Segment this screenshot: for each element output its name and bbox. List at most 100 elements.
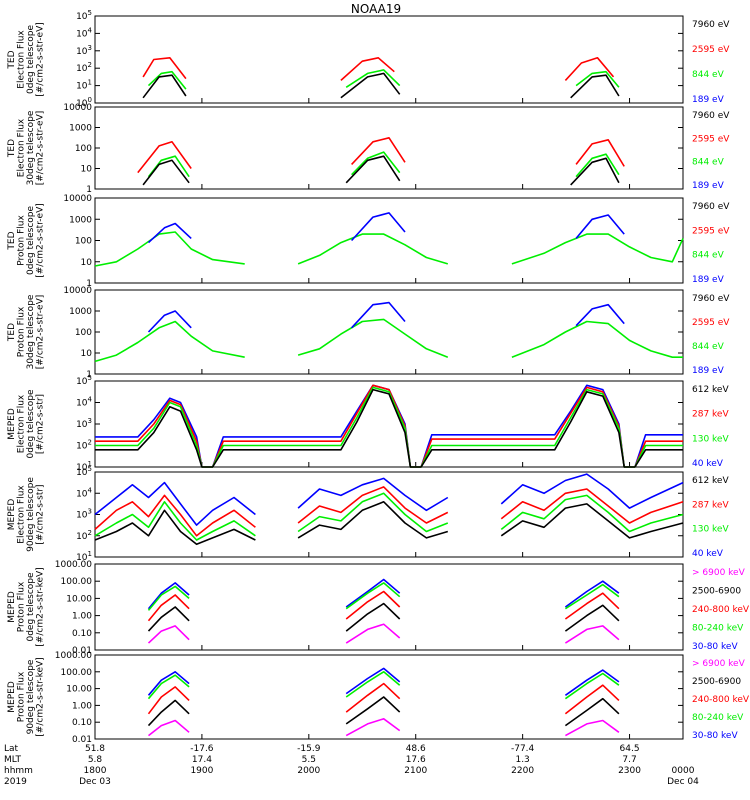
series-line-red	[94, 486, 684, 537]
y-axis-label-line: TED	[7, 323, 17, 342]
y-tick-label: 0.01	[72, 735, 92, 745]
legend-entry: 844 eV	[692, 251, 725, 261]
legend-entry: 2595 eV	[692, 318, 730, 328]
y-axis-label-line: [#/cm2-s-str-eV]	[36, 203, 46, 278]
y-axis-label-line: [#/cm2-s-str-keV]	[36, 567, 46, 646]
legend-entry: 2500-6900	[692, 677, 741, 687]
legend-entry: 7960 eV	[692, 294, 730, 304]
series-line-red	[147, 590, 620, 622]
x-row-label: MLT	[4, 755, 22, 765]
series-line-black	[147, 696, 620, 727]
series-line-blue	[147, 301, 625, 333]
y-tick-label: 10000	[63, 103, 92, 113]
y-tick-label: 104	[76, 26, 92, 39]
y-axis-label-line: Proton Flux	[17, 215, 27, 266]
y-tick-label: 10000	[63, 286, 92, 296]
series-line-black	[142, 72, 620, 99]
legend-entry: 189 eV	[692, 181, 725, 191]
y-tick-label: 102	[76, 61, 92, 74]
y-tick-label: 1	[86, 370, 92, 380]
y-tick-label: 0.10	[72, 629, 92, 639]
y-axis-label-line: TED	[7, 139, 17, 158]
y-axis-label-line: [#/cm2-s-str-eV]	[36, 111, 46, 186]
x-column-value: 5.8	[88, 755, 103, 765]
y-tick-label: 10	[81, 165, 93, 175]
legend-entry: 189 eV	[692, 275, 725, 285]
y-tick-label: 1	[86, 279, 92, 289]
series-line-blue	[95, 384, 683, 468]
y-tick-label: 104	[76, 486, 92, 499]
series-line-red	[147, 682, 620, 715]
y-axis-label-line: [#/cm2-s-str]	[36, 484, 46, 544]
y-tick-label: 1	[86, 185, 92, 195]
y-tick-label: 100.00	[61, 668, 93, 678]
y-tick-label: 101	[76, 79, 92, 92]
legend-entry: > 6900 keV	[692, 659, 746, 669]
x-row-label: 2019	[4, 777, 27, 787]
y-tick-label: 10	[81, 258, 93, 268]
legend-entry: 2595 eV	[692, 226, 730, 236]
legend-entry: 844 eV	[692, 158, 725, 168]
y-tick-label: 1000	[69, 124, 92, 134]
y-axis-label-line: [#/cm2-s-str-eV]	[36, 295, 46, 370]
series-line-red	[142, 57, 615, 81]
legend-entry: 2500-6900	[692, 587, 741, 597]
legend-entry: 130 keV	[692, 434, 729, 444]
y-axis-label-line: Proton Flux	[17, 581, 27, 632]
y-tick-label: 104	[76, 396, 92, 409]
legend-entry: 189 eV	[692, 95, 725, 105]
x-column-value: 17.4	[192, 755, 212, 765]
legend-entry: 7960 eV	[692, 202, 730, 212]
legend-entry: 2595 eV	[692, 45, 730, 55]
series-line-green	[94, 231, 684, 267]
x-column-value: 1800	[84, 766, 107, 776]
x-column-value: Dec 04	[667, 777, 699, 787]
legend-entry: 240-800 keV	[692, 695, 750, 705]
y-axis-label-line: MEPED	[7, 591, 17, 623]
legend-entry: 7960 eV	[692, 111, 730, 121]
y-tick-label: 105	[76, 374, 92, 387]
panel-7: 0.01 0.10 1.00 10.00 100.00 1000.00 MEPED Proto…	[7, 560, 750, 656]
x-column-value: 48.6	[406, 744, 426, 754]
legend-entry: 844 eV	[692, 342, 725, 352]
x-column-value: 2100	[404, 766, 427, 776]
legend-entry: 40 keV	[692, 549, 724, 559]
y-tick-label: 103	[76, 508, 92, 521]
x-column-value: 51.8	[85, 744, 105, 754]
x-column-value: 2300	[618, 766, 641, 776]
series-line-green	[147, 671, 620, 700]
y-axis-label-line: Proton Flux	[17, 306, 27, 357]
series-line-magenta	[148, 718, 620, 737]
legend-entry: 30-80 keV	[692, 642, 738, 652]
y-tick-label: 102	[76, 529, 92, 542]
legend-entry: 40 keV	[692, 459, 724, 469]
x-column-value: 2200	[511, 766, 534, 776]
x-column-value: 2000	[297, 766, 320, 776]
series-line-magenta	[147, 623, 620, 644]
legend-entry: 30-80 keV	[692, 731, 738, 741]
x-column-value: -77.4	[511, 744, 535, 754]
x-column-value: 5.5	[302, 755, 316, 765]
y-axis-label-line: MEPED	[7, 499, 17, 531]
x-column-value: -15.9	[297, 744, 321, 754]
x-column-value: 17.6	[406, 755, 426, 765]
series-line-green	[94, 318, 683, 363]
y-axis-label-line: MEPED	[7, 681, 17, 713]
y-axis-label-line: 30deg telescope	[26, 294, 36, 369]
x-row-label: hhmm	[4, 766, 33, 776]
y-tick-label: 10	[81, 349, 93, 359]
y-axis-label-line: 90deg telescope	[26, 659, 36, 734]
y-tick-label: 10000	[63, 194, 92, 204]
y-axis-label-line: MEPED	[7, 408, 17, 440]
y-axis-label-line: 90deg telescope	[26, 477, 36, 552]
y-axis-label-line: 0deg telescope	[26, 389, 36, 459]
y-tick-label: 102	[76, 439, 92, 452]
x-column-value: -17.6	[190, 744, 214, 754]
series-line-blue	[147, 667, 620, 696]
x-column-value: 64.5	[620, 744, 640, 754]
series-line-black	[95, 388, 683, 468]
y-tick-label: 105	[76, 9, 92, 22]
